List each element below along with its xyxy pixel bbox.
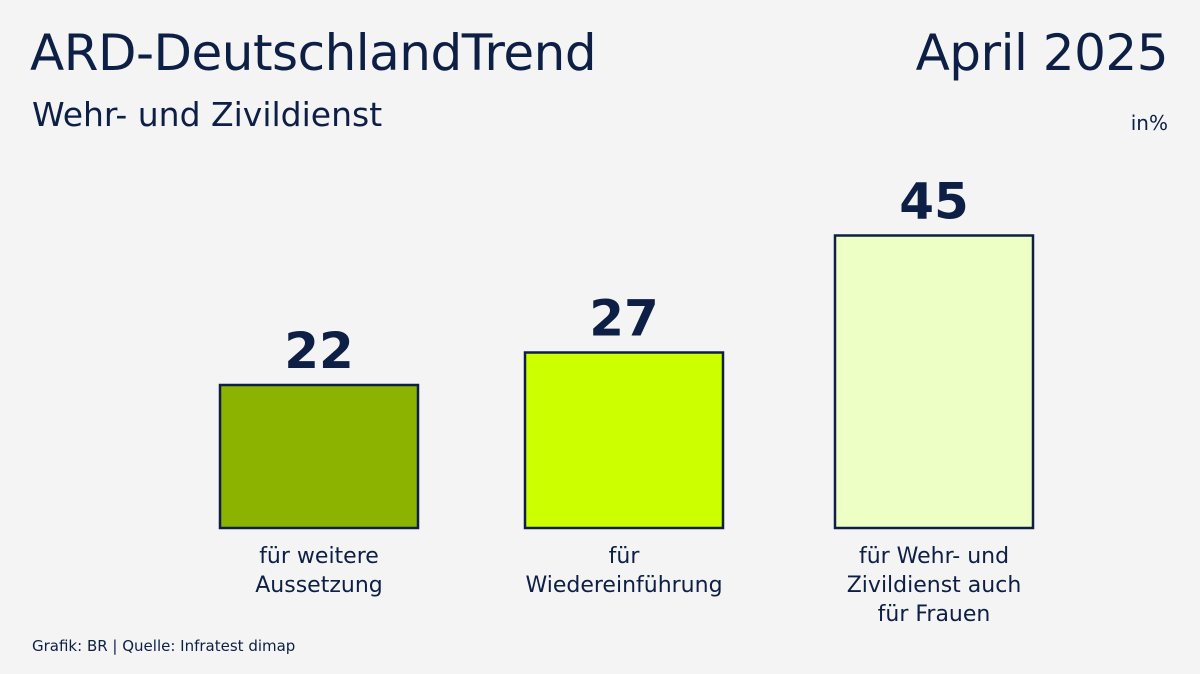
value-label-2: 27 — [589, 290, 659, 348]
source-note: Grafik: BR | Quelle: Infratest dimap — [32, 637, 296, 655]
chart-subtitle: Wehr- und Zivildienst — [32, 95, 383, 134]
category-label-1: für weitere Aussetzung — [255, 544, 383, 598]
value-label-3: 45 — [899, 173, 969, 231]
bar-3 — [833, 234, 1035, 530]
value-label-1: 22 — [284, 322, 354, 380]
bar-1 — [218, 383, 420, 530]
category-label-2: für Wiedereinführung — [525, 544, 723, 598]
unit-label: in% — [1130, 111, 1168, 135]
bar-2 — [523, 351, 725, 530]
page-title: ARD-DeutschlandTrend — [30, 24, 597, 82]
survey-date: April 2025 — [915, 24, 1169, 82]
category-label-3: für Wehr- und Zivildienst auch für Fraue… — [846, 544, 1022, 627]
